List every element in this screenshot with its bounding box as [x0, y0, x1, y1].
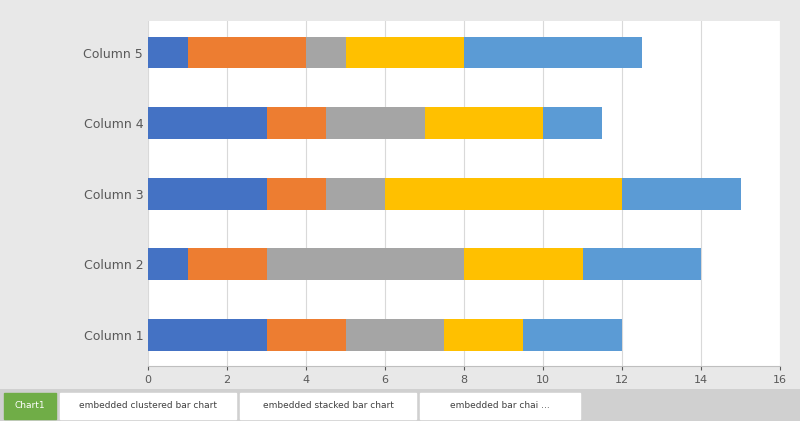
- Bar: [266, 248, 464, 280]
- Bar: [420, 392, 580, 419]
- Text: Chart1: Chart1: [14, 401, 46, 410]
- Bar: [326, 178, 385, 210]
- Bar: [385, 178, 622, 210]
- Legend: Row 1, Row 2, Row 3, Row 4, Row 5: Row 1, Row 2, Row 3, Row 4, Row 5: [326, 413, 602, 421]
- Bar: [148, 37, 187, 69]
- Bar: [444, 319, 523, 351]
- Text: embedded stacked bar chart: embedded stacked bar chart: [262, 401, 394, 410]
- Bar: [306, 37, 346, 69]
- Bar: [464, 37, 642, 69]
- Bar: [240, 392, 416, 419]
- Bar: [582, 248, 701, 280]
- Bar: [543, 107, 602, 139]
- Text: embedded clustered bar chart: embedded clustered bar chart: [79, 401, 217, 410]
- Bar: [4, 392, 56, 419]
- Bar: [60, 392, 236, 419]
- Bar: [148, 248, 187, 280]
- Bar: [148, 319, 266, 351]
- Bar: [148, 178, 266, 210]
- Bar: [266, 178, 326, 210]
- Bar: [464, 248, 582, 280]
- Bar: [187, 248, 266, 280]
- Bar: [148, 107, 266, 139]
- Bar: [187, 37, 306, 69]
- Bar: [326, 107, 425, 139]
- Bar: [346, 319, 444, 351]
- Bar: [266, 319, 346, 351]
- Bar: [622, 178, 741, 210]
- Bar: [425, 107, 543, 139]
- Bar: [346, 37, 464, 69]
- Bar: [266, 107, 326, 139]
- Bar: [523, 319, 622, 351]
- Text: embedded bar chai ...: embedded bar chai ...: [450, 401, 550, 410]
